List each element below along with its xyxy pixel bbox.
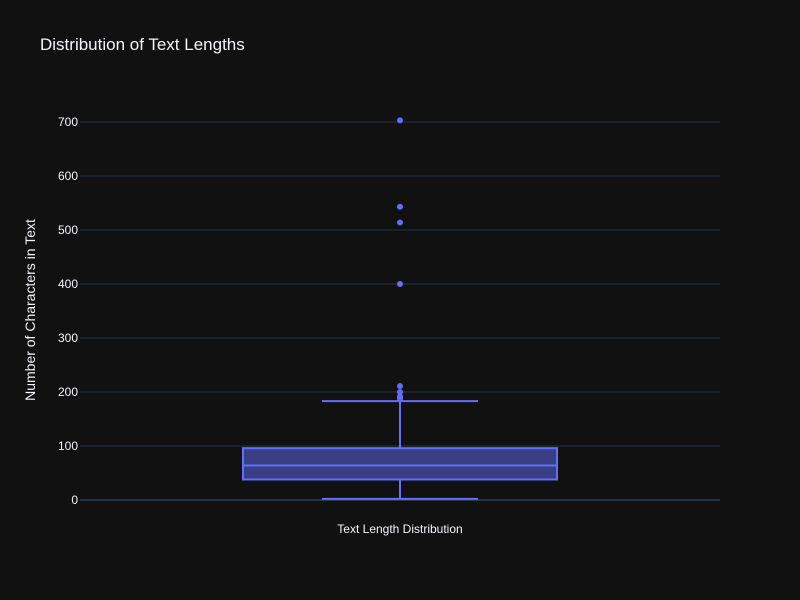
outlier-points[interactable]	[397, 117, 403, 402]
y-tick-label-500: 500	[58, 223, 78, 237]
y-tick-label-400: 400	[58, 277, 78, 291]
outlier-point-2[interactable]	[397, 389, 403, 395]
outlier-point-6[interactable]	[397, 203, 403, 210]
outlier-point-4[interactable]	[397, 281, 403, 287]
y-axis-ticks: 0 100 200 300 400 500 600 700	[58, 115, 78, 507]
y-tick-label-700: 700	[58, 115, 78, 129]
chart-title: Distribution of Text Lengths	[40, 35, 245, 54]
box-trace[interactable]	[242, 400, 558, 500]
outlier-point-3[interactable]	[397, 383, 403, 390]
x-category-label: Text Length Distribution	[337, 522, 462, 536]
y-tick-label-0: 0	[71, 493, 78, 507]
y-tick-label-600: 600	[58, 169, 78, 183]
outlier-point-5[interactable]	[397, 219, 403, 226]
iqr-box[interactable]	[242, 447, 558, 481]
y-axis-label: Number of Characters in Text	[22, 219, 38, 401]
y-tick-label-200: 200	[58, 385, 78, 399]
outlier-point-7[interactable]	[397, 117, 403, 124]
outlier-point-1[interactable]	[397, 393, 403, 400]
y-tick-label-300: 300	[58, 331, 78, 345]
y-tick-label-100: 100	[58, 439, 78, 453]
